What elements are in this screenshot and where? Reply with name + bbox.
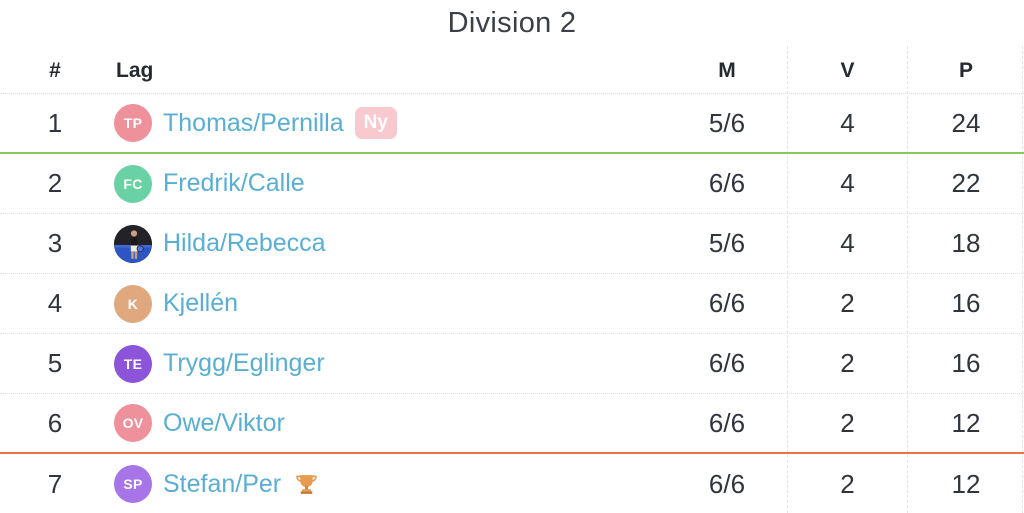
rank: 7 <box>47 468 63 499</box>
wins: 4 <box>840 168 855 198</box>
points: 12 <box>951 468 981 499</box>
rank: 3 <box>47 228 63 258</box>
team-name-link[interactable]: Trygg/Eglinger <box>163 349 325 377</box>
table-row: 7 SP Stefan/Per 6/6 2 12 <box>0 454 1024 513</box>
table-row: 5 TE Trygg/Eglinger 6/6 2 16 <box>0 334 1024 394</box>
table-header-row: # Lag M V P <box>0 48 1024 94</box>
page-title: Division 2 <box>447 7 577 39</box>
table-row: 2 FC Fredrik/Calle 6/6 4 22 <box>0 154 1024 214</box>
team-avatar: SP <box>114 465 152 503</box>
wins: 2 <box>840 407 855 438</box>
rank: 5 <box>47 348 63 378</box>
wins: 4 <box>840 228 855 258</box>
team-avatar: FC <box>114 164 152 203</box>
team-avatar: OV <box>114 404 152 442</box>
header-points: P <box>958 58 973 82</box>
header-team: Lag <box>116 58 154 82</box>
matches-played: 5/6 <box>708 107 746 138</box>
points: 16 <box>951 288 981 318</box>
header-rank: # <box>49 58 61 82</box>
matches-played: 6/6 <box>708 407 746 438</box>
player-photo-avatar <box>114 224 152 263</box>
table-row: 1 TP Thomas/Pernilla Ny 5/6 4 24 <box>0 94 1024 154</box>
column-separator <box>787 46 788 513</box>
points: 18 <box>951 228 981 258</box>
trophy-icon <box>294 472 319 497</box>
rank: 1 <box>47 107 63 138</box>
matches-played: 6/6 <box>708 288 746 318</box>
matches-played: 6/6 <box>708 168 746 198</box>
team-avatar: TP <box>114 104 152 142</box>
header-matches: M <box>718 58 736 82</box>
rank: 2 <box>47 168 63 198</box>
team-name-link[interactable]: Hilda/Rebecca <box>163 229 326 257</box>
new-player-badge: Ny <box>354 107 397 139</box>
table-row: 3 Hilda <box>0 214 1024 274</box>
team-name-link[interactable]: Thomas/Pernilla <box>163 108 344 137</box>
points: 22 <box>951 168 981 198</box>
wins: 2 <box>840 468 855 499</box>
points: 16 <box>951 348 981 378</box>
points: 24 <box>951 107 981 138</box>
header-wins: V <box>840 58 855 82</box>
matches-played: 6/6 <box>708 348 746 378</box>
matches-played: 6/6 <box>708 468 746 499</box>
column-separator <box>1022 46 1023 513</box>
wins: 2 <box>840 288 855 318</box>
points: 12 <box>951 407 981 438</box>
rank: 4 <box>47 288 63 318</box>
team-name-link[interactable]: Kjellén <box>163 289 239 317</box>
table-row: 4 K Kjellén 6/6 2 16 <box>0 274 1024 334</box>
team-avatar: TE <box>114 344 152 383</box>
team-name-link[interactable]: Owe/Viktor <box>163 408 285 437</box>
team-name-link[interactable]: Stefan/Per <box>163 469 282 498</box>
matches-played: 5/6 <box>708 228 746 258</box>
wins: 2 <box>840 348 855 378</box>
wins: 4 <box>840 107 855 138</box>
team-avatar: K <box>114 284 152 323</box>
team-name-link[interactable]: Fredrik/Calle <box>163 169 305 197</box>
rank: 6 <box>47 407 63 438</box>
table-row: 6 OV Owe/Viktor 6/6 2 12 <box>0 394 1024 454</box>
column-separator <box>907 46 908 513</box>
